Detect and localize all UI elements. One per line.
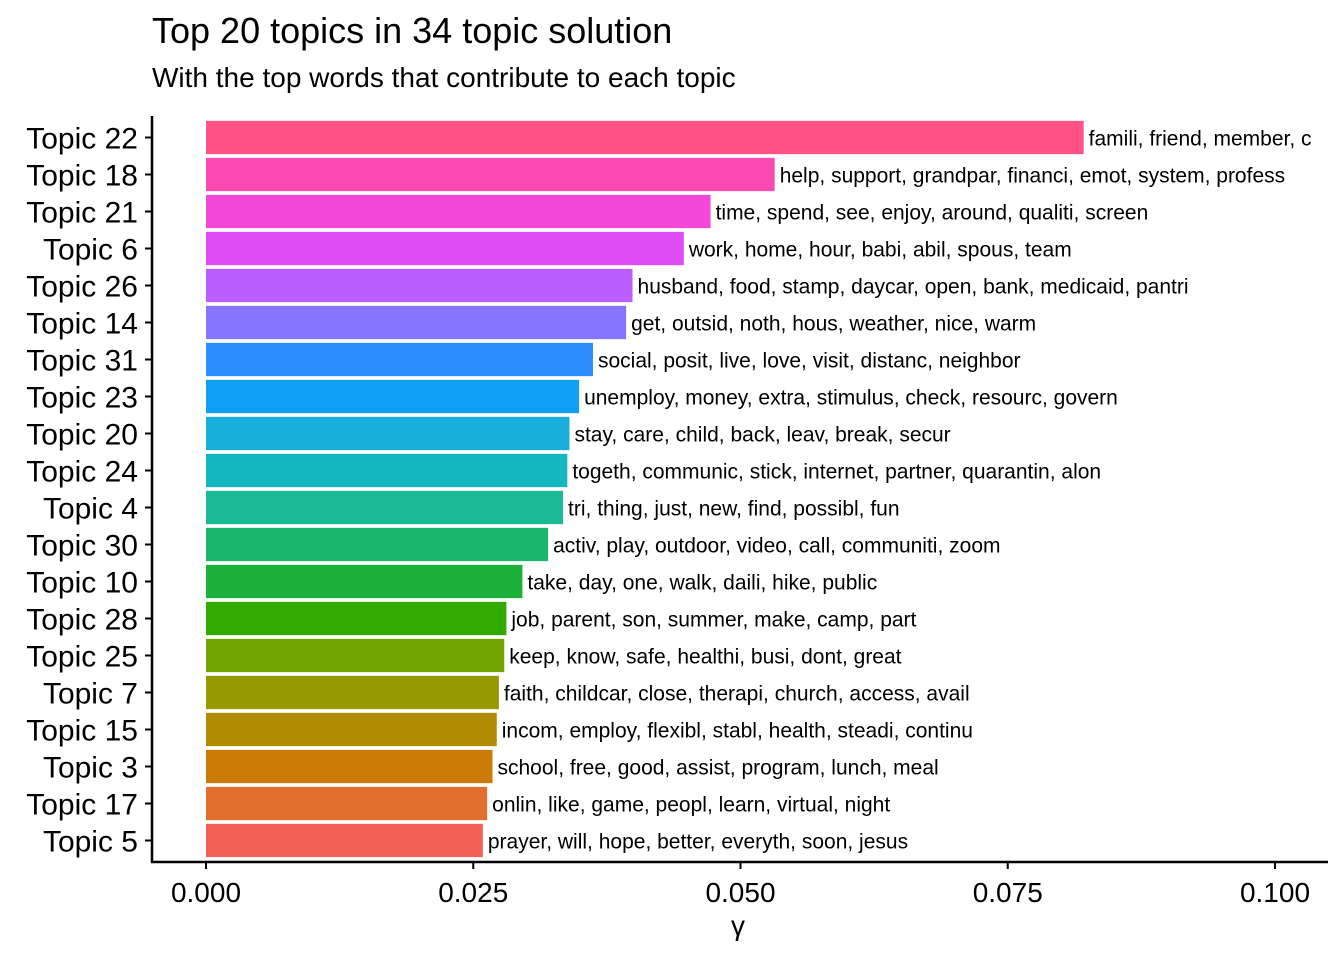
bar [206, 823, 483, 858]
y-tick-label: Topic 26 [26, 271, 138, 304]
y-tick-label: Topic 21 [26, 197, 138, 230]
y-tick-label: Topic 23 [26, 382, 138, 415]
bar [206, 638, 505, 673]
x-tick-label: 0.050 [705, 877, 775, 908]
bar-label: unemploy, money, extra, stimulus, check,… [584, 387, 1118, 410]
bar [206, 342, 593, 377]
y-tick-label: Topic 14 [26, 308, 138, 341]
bar [206, 231, 684, 266]
y-tick-label: Topic 24 [26, 456, 138, 489]
y-tick-label: Topic 25 [26, 641, 138, 674]
y-tick-label: Topic 7 [43, 678, 138, 711]
bar-label: togeth, communic, stick, internet, partn… [572, 461, 1101, 484]
bar-label: work, home, hour, babi, abil, spous, tea… [688, 239, 1072, 262]
bar-label: keep, know, safe, healthi, busi, dont, g… [509, 646, 901, 669]
x-axis-label: γ [731, 910, 745, 941]
bar [206, 564, 523, 599]
chart-subtitle: With the top words that contribute to ea… [152, 62, 736, 93]
bar [206, 601, 507, 636]
x-axis: 0.000 0.025 0.050 0.075 0.100 [151, 860, 1328, 908]
bar [206, 379, 580, 414]
y-tick-label: Topic 18 [26, 160, 138, 193]
bar [206, 194, 711, 229]
bar-label: prayer, will, hope, better, everyth, soo… [488, 831, 908, 854]
bar [206, 268, 633, 303]
bar-label: job, parent, son, summer, make, camp, pa… [510, 609, 916, 632]
x-tick-label: 0.100 [1240, 877, 1310, 908]
y-tick-label: Topic 5 [43, 826, 138, 859]
y-tick-label: Topic 15 [26, 715, 138, 748]
y-tick-label: Topic 3 [43, 752, 138, 785]
bar [206, 786, 488, 821]
bar-label: time, spend, see, enjoy, around, qualiti… [716, 202, 1149, 225]
bar-label: stay, care, child, back, leav, break, se… [574, 424, 950, 447]
bar [206, 527, 549, 562]
bar [206, 453, 568, 488]
bar-labels-layer: famili, friend, member, c help, support, … [488, 128, 1312, 854]
bar [206, 416, 570, 451]
bar [206, 712, 497, 747]
bar [206, 675, 499, 710]
y-tick-label: Topic 31 [26, 345, 138, 378]
x-tick-label: 0.025 [438, 877, 508, 908]
bar [206, 749, 493, 784]
bars-layer [206, 120, 1084, 858]
y-tick-label: Topic 17 [26, 789, 138, 822]
y-axis: Topic 22 Topic 18 Topic 21 Topic 6 Topic 26 T… [26, 116, 154, 863]
y-tick-label: Topic 6 [43, 234, 138, 267]
bar [206, 490, 564, 525]
bar-label: incom, employ, flexibl, stabl, health, s… [502, 720, 973, 743]
y-tick-label: Topic 10 [26, 567, 138, 600]
y-tick-label: Topic 30 [26, 530, 138, 563]
bar-label: faith, childcar, close, therapi, church,… [504, 683, 970, 706]
bar-label: onlin, like, game, peopl, learn, virtual… [492, 794, 890, 817]
bar-label: get, outsid, noth, hous, weather, nice, … [631, 313, 1036, 336]
bar-label: help, support, grandpar, financi, emot, … [780, 165, 1285, 188]
bar-label: school, free, good, assist, program, lun… [497, 757, 938, 780]
bar-label: take, day, one, walk, daili, hike, publi… [527, 572, 877, 595]
bar-label: activ, play, outdoor, video, call, commu… [553, 535, 1000, 558]
x-tick-label: 0.075 [973, 877, 1043, 908]
bar-label: famili, friend, member, c [1089, 128, 1312, 151]
chart-title: Top 20 topics in 34 topic solution [152, 10, 673, 51]
y-tick-label: Topic 28 [26, 604, 138, 637]
bar-label: tri, thing, just, new, find, possibl, fu… [568, 498, 900, 521]
y-tick-label: Topic 4 [43, 493, 138, 526]
bar [206, 157, 775, 192]
bar [206, 120, 1084, 155]
y-tick-label: Topic 22 [26, 123, 138, 156]
bar-label: husband, food, stamp, daycar, open, bank… [638, 276, 1189, 299]
x-tick-label: 0.000 [171, 877, 241, 908]
bar [206, 305, 627, 340]
y-tick-label: Topic 20 [26, 419, 138, 452]
bar-label: social, posit, live, love, visit, distan… [598, 350, 1021, 373]
